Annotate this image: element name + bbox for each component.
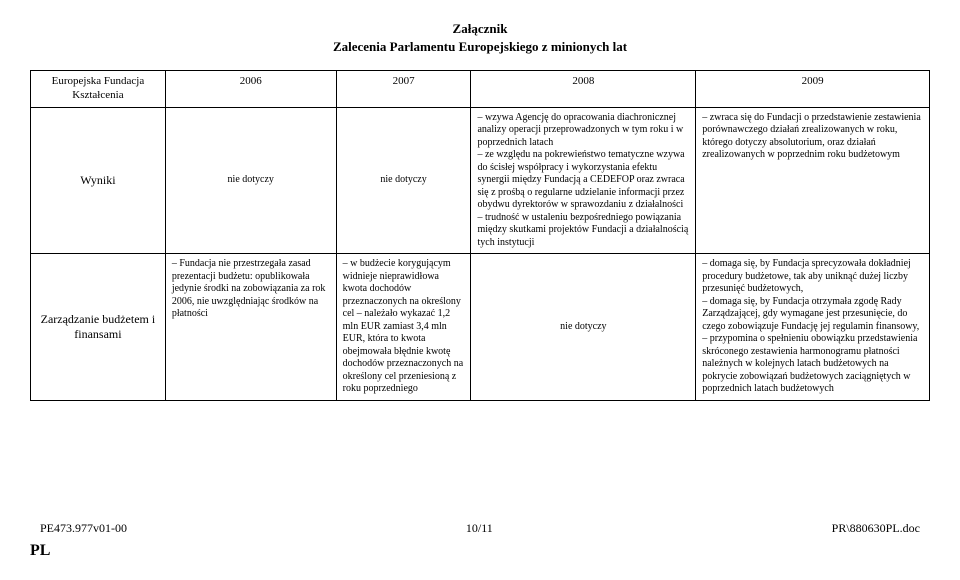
cell-zarzadzanie-2009: – domaga się, by Fundacja sprecyzowała d… bbox=[696, 254, 930, 401]
cell-wyniki-2006: nie dotyczy bbox=[165, 107, 336, 254]
table-row: Wyniki nie dotyczy nie dotyczy – wzywa A… bbox=[31, 107, 930, 254]
cell-wyniki-2009: – zwraca się do Fundacji o przedstawieni… bbox=[696, 107, 930, 254]
col-header-2006: 2006 bbox=[165, 71, 336, 108]
table-row: Zarządzanie budżetem i finansami – Funda… bbox=[31, 254, 930, 401]
cell-wyniki-2008: – wzywa Agencję do opracowania diachroni… bbox=[471, 107, 696, 254]
cell-wyniki-2007: nie dotyczy bbox=[336, 107, 471, 254]
footer-ref-right: PR\880630PL.doc bbox=[832, 521, 920, 536]
recommendations-table: Europejska Fundacja Kształcenia 2006 200… bbox=[30, 70, 930, 401]
footer-lang: PL bbox=[30, 542, 930, 560]
col-header-2007: 2007 bbox=[336, 71, 471, 108]
footer-ref-left: PE473.977v01-00 bbox=[40, 521, 127, 536]
cell-zarzadzanie-2008: nie dotyczy bbox=[471, 254, 696, 401]
cell-zarzadzanie-2007: – w budżecie korygującym widnieje niepra… bbox=[336, 254, 471, 401]
col-header-2008: 2008 bbox=[471, 71, 696, 108]
table-header-row: Europejska Fundacja Kształcenia 2006 200… bbox=[31, 71, 930, 108]
page-header: Załącznik Zalecenia Parlamentu Europejsk… bbox=[30, 20, 930, 56]
header-line2: Zalecenia Parlamentu Europejskiego z min… bbox=[30, 38, 930, 56]
row-label-wyniki: Wyniki bbox=[31, 107, 166, 254]
header-line1: Załącznik bbox=[30, 20, 930, 38]
footer-page-number: 10/11 bbox=[127, 521, 832, 536]
col-header-2009: 2009 bbox=[696, 71, 930, 108]
page-footer: PE473.977v01-00 10/11 PR\880630PL.doc bbox=[30, 521, 930, 536]
cell-zarzadzanie-2006: – Fundacja nie przestrzegała zasad preze… bbox=[165, 254, 336, 401]
row-label-zarzadzanie: Zarządzanie budżetem i finansami bbox=[31, 254, 166, 401]
col-header-entity: Europejska Fundacja Kształcenia bbox=[31, 71, 166, 108]
